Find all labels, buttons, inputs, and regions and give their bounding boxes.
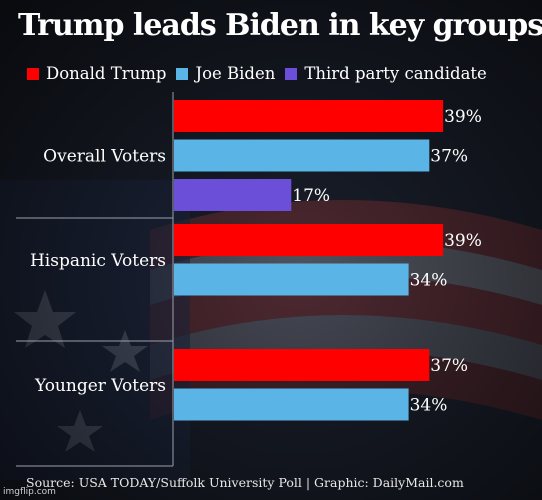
bar-joe-biden-younger-voters — [174, 388, 409, 421]
watermark: imgflip.com — [3, 487, 56, 497]
data-label: 37% — [430, 147, 468, 167]
legend-label-biden: Joe Biden — [195, 64, 276, 83]
data-label: 39% — [444, 231, 482, 251]
data-label: 34% — [410, 271, 448, 291]
legend: Donald Trump Joe Biden Third party candi… — [27, 64, 487, 83]
data-label: 17% — [292, 186, 330, 206]
data-label: 37% — [430, 356, 468, 376]
legend-swatch-trump — [27, 67, 39, 80]
legend-label-trump: Donald Trump — [46, 64, 167, 83]
legend-swatch-third — [285, 67, 298, 80]
legend-item-third: Third party candidate — [285, 64, 487, 83]
source-note: Source: USA TODAY/Suffolk University Pol… — [26, 475, 464, 490]
category-label: Hispanic Voters — [30, 251, 166, 271]
legend-item-trump: Donald Trump — [27, 64, 166, 83]
legend-swatch-biden — [176, 67, 189, 80]
data-label: 39% — [444, 107, 482, 127]
bar-joe-biden-overall-voters — [174, 139, 430, 172]
chart-title: Trump leads Biden in key groups — [18, 8, 542, 43]
bar-third-party-candidate-overall-voters — [174, 179, 292, 211]
legend-item-biden: Joe Biden — [176, 64, 275, 83]
data-label: 34% — [410, 396, 448, 416]
bar-donald-trump-overall-voters — [174, 100, 444, 132]
category-label: Younger Voters — [34, 376, 166, 396]
legend-label-third: Third party candidate — [304, 64, 487, 83]
category-label: Overall Voters — [43, 147, 166, 167]
bar-joe-biden-hispanic-voters — [174, 263, 409, 296]
bar-donald-trump-hispanic-voters — [174, 224, 444, 256]
bar-donald-trump-younger-voters — [174, 349, 430, 381]
bar-chart: 39% 37% 17% Overall Voters 39% 34% Hispanic Vo… — [16, 92, 482, 467]
